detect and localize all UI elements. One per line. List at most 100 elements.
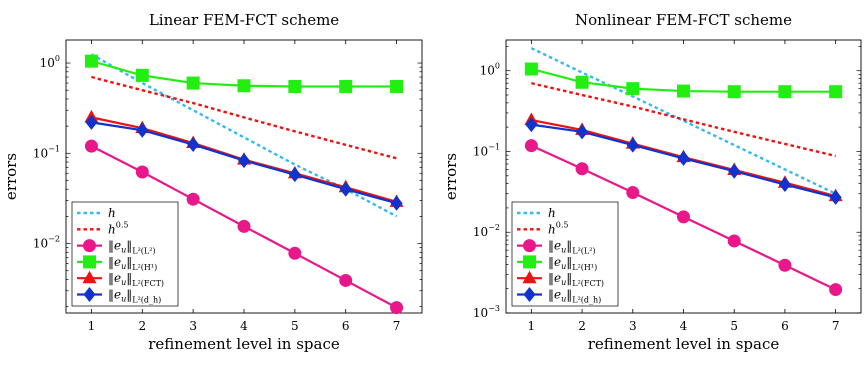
data-point bbox=[187, 137, 200, 153]
data-point bbox=[288, 246, 302, 260]
data-point bbox=[390, 195, 403, 211]
series-2 bbox=[531, 82, 836, 158]
data-point bbox=[84, 139, 98, 153]
data-point bbox=[135, 165, 149, 179]
series-1 bbox=[530, 47, 837, 195]
data-point bbox=[626, 137, 639, 153]
legend-marker bbox=[83, 239, 96, 253]
series-2 bbox=[91, 75, 397, 160]
legend-label: h0.5 bbox=[548, 220, 568, 236]
data-point bbox=[727, 85, 741, 99]
data-point bbox=[778, 176, 791, 192]
y-tick-label: 10−1 bbox=[33, 144, 60, 160]
x-tick-label: 3 bbox=[629, 319, 637, 333]
data-point bbox=[829, 85, 843, 99]
x-tick-label: 6 bbox=[342, 319, 350, 333]
legend-label: h bbox=[108, 206, 116, 220]
legend-label: h0.5 bbox=[108, 220, 128, 236]
legend-marker bbox=[523, 287, 536, 302]
data-point bbox=[626, 186, 640, 200]
data-point bbox=[288, 167, 301, 183]
y-axis-label: errors bbox=[442, 153, 460, 200]
data-point bbox=[677, 150, 690, 166]
legend-label: h bbox=[548, 206, 556, 220]
data-point bbox=[575, 75, 589, 89]
data-point bbox=[390, 79, 404, 93]
data-point bbox=[829, 189, 842, 205]
data-point bbox=[677, 210, 690, 224]
data-point bbox=[288, 79, 302, 93]
y-tick-label: 10−2 bbox=[33, 235, 60, 251]
data-point bbox=[727, 234, 741, 248]
legend-marker bbox=[83, 255, 96, 269]
y-tick-label: 10−3 bbox=[473, 304, 500, 320]
x-tick-label: 2 bbox=[578, 319, 586, 333]
legend-label: ‖eu‖L²(L²) bbox=[108, 239, 156, 256]
series-3 bbox=[84, 139, 404, 315]
legend-marker bbox=[523, 239, 536, 253]
legend-label: ‖eu‖L²(d_h) bbox=[548, 288, 601, 305]
data-point bbox=[525, 117, 538, 133]
data-point bbox=[677, 84, 690, 98]
legend-label: ‖eu‖L²(d_h) bbox=[108, 288, 161, 305]
y-tick-label: 10−1 bbox=[473, 142, 500, 158]
chart-title: Linear FEM-FCT scheme bbox=[149, 11, 339, 29]
data-point bbox=[728, 163, 741, 179]
x-tick-label: 5 bbox=[291, 319, 299, 333]
legend-label: ‖eu‖L²(FCT) bbox=[548, 271, 604, 288]
data-point bbox=[339, 79, 353, 93]
x-tick-label: 4 bbox=[680, 319, 688, 333]
data-point bbox=[84, 54, 98, 68]
data-point bbox=[237, 79, 251, 93]
chart-title: Nonlinear FEM-FCT scheme bbox=[575, 11, 792, 29]
data-point bbox=[136, 122, 149, 138]
y-tick-label: 100 bbox=[480, 62, 500, 78]
x-tick-label: 1 bbox=[528, 319, 536, 333]
data-point bbox=[237, 219, 251, 233]
data-point bbox=[524, 139, 538, 153]
data-point bbox=[778, 85, 792, 99]
data-point bbox=[829, 283, 843, 297]
legend-label: ‖eu‖L²(H¹) bbox=[108, 255, 157, 272]
data-point bbox=[576, 124, 589, 140]
data-point bbox=[575, 162, 589, 176]
legend-marker bbox=[522, 270, 537, 284]
x-axis-label: refinement level in space bbox=[588, 335, 780, 353]
legend-label: ‖eu‖L²(H¹) bbox=[548, 255, 597, 272]
series-6 bbox=[525, 117, 842, 205]
series-line bbox=[531, 82, 836, 158]
data-point bbox=[778, 258, 792, 272]
x-tick-label: 3 bbox=[189, 319, 197, 333]
x-tick-label: 4 bbox=[240, 319, 248, 333]
x-tick-label: 7 bbox=[393, 319, 401, 333]
chart-panel-1: Linear FEM-FCT scheme 1 2 3 4 5 6 7 100 10−1 10−2 r… bbox=[2, 11, 423, 353]
y-tick-label: 100 bbox=[40, 54, 60, 70]
series-3 bbox=[524, 139, 843, 297]
series-6 bbox=[85, 114, 403, 211]
data-point bbox=[186, 192, 200, 206]
series-line bbox=[530, 47, 837, 195]
x-axis-label: refinement level in space bbox=[148, 335, 340, 353]
data-point bbox=[390, 301, 404, 315]
data-point bbox=[339, 181, 352, 197]
legend: hh0.5 ‖eu‖L²(L²)‖eu‖L²(H¹)‖eu‖L²(FCT)‖eu‖… bbox=[511, 201, 619, 307]
data-point bbox=[524, 62, 538, 76]
data-point bbox=[339, 273, 353, 287]
series-4 bbox=[524, 62, 843, 99]
legend-marker bbox=[82, 270, 97, 284]
y-axis-label: errors bbox=[2, 153, 20, 200]
data-point bbox=[85, 114, 98, 130]
chart-panel-2: Nonlinear FEM-FCT scheme 1 2 3 4 5 6 7 100 10−1 10… bbox=[442, 11, 862, 353]
x-tick-label: 1 bbox=[88, 319, 96, 333]
data-point bbox=[626, 82, 640, 96]
legend-label: ‖eu‖L²(L²) bbox=[548, 239, 596, 256]
x-tick-label: 2 bbox=[138, 319, 146, 333]
x-tick-label: 7 bbox=[832, 319, 840, 333]
series-line bbox=[91, 75, 397, 160]
y-tick-label: 10−2 bbox=[473, 223, 500, 239]
x-tick-label: 6 bbox=[781, 319, 789, 333]
data-point bbox=[238, 153, 250, 169]
legend-marker bbox=[83, 287, 96, 302]
legend-marker bbox=[523, 255, 536, 269]
